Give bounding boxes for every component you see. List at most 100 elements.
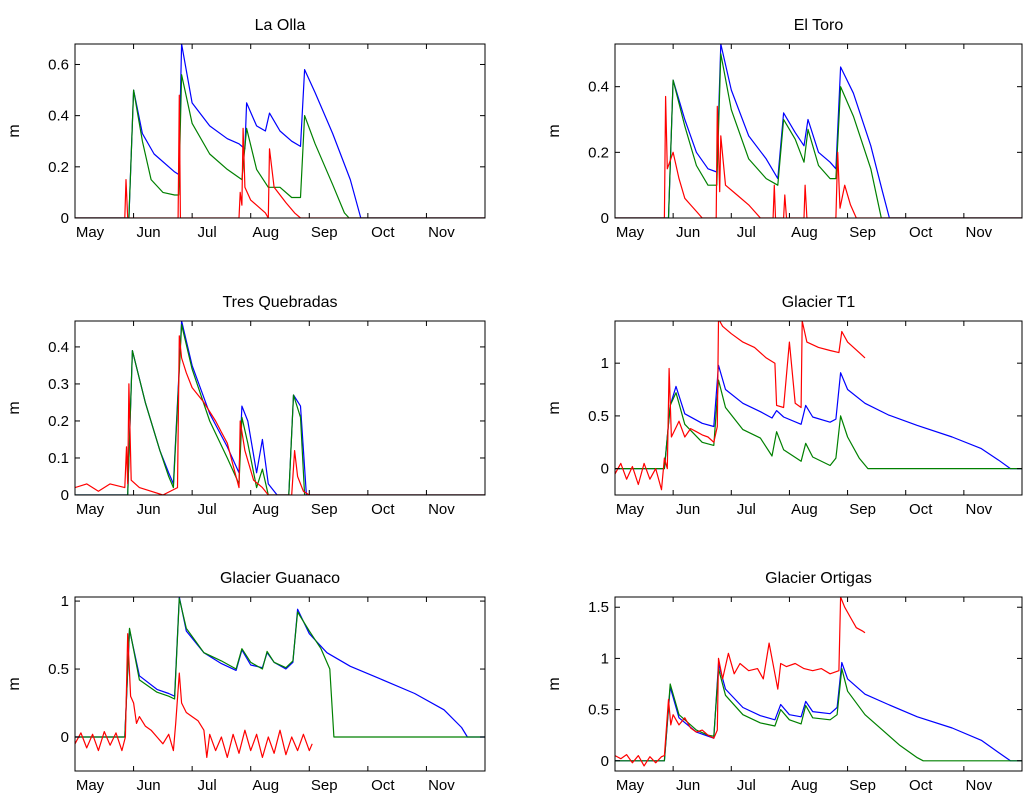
subplot-2: El Toro m May Jun Jul Aug Sep Oct Nov 0 0.2 0.4 xyxy=(546,17,1023,241)
x-tick-label: Jul xyxy=(198,501,217,518)
x-tick-label: May xyxy=(616,224,645,241)
x-tick-label: May xyxy=(616,501,645,518)
axes-box xyxy=(614,320,1023,496)
y-tick-label: 1.5 xyxy=(588,599,609,616)
x-tick-label: Oct xyxy=(371,501,395,518)
subplot-title: Glacier T1 xyxy=(782,294,856,311)
y-tick-label: 0.2 xyxy=(48,413,69,430)
axes-box xyxy=(74,43,486,219)
series-line-red xyxy=(615,321,866,491)
series-line-green xyxy=(75,324,485,495)
x-tick-label: Nov xyxy=(966,501,993,518)
y-tick-label: 0.6 xyxy=(48,56,69,73)
x-tick-label: Nov xyxy=(966,777,993,794)
x-tick-label: Aug xyxy=(791,224,818,241)
y-tick-label: 0.4 xyxy=(48,108,69,125)
series-line-green xyxy=(75,74,485,218)
x-tick-label: Nov xyxy=(966,224,993,241)
y-tick-label: 0 xyxy=(601,210,609,227)
x-tick-label: Jul xyxy=(737,777,756,794)
y-tick-label: 0.4 xyxy=(48,339,69,356)
y-tick-label: 1 xyxy=(601,650,609,667)
series-line-red xyxy=(75,94,485,218)
y-axis-label: m xyxy=(6,401,23,414)
x-tick-label: Sep xyxy=(849,501,876,518)
x-tick-label: Nov xyxy=(428,501,455,518)
subplot-title: Glacier Ortigas xyxy=(765,570,872,587)
x-tick-label: Aug xyxy=(252,224,279,241)
series-line-red xyxy=(615,95,1022,218)
y-tick-label: 0.2 xyxy=(48,159,69,176)
series-line-green xyxy=(615,379,1022,470)
y-tick-label: 0.4 xyxy=(588,79,609,96)
x-tick-label: Jun xyxy=(676,501,700,518)
x-tick-label: Jun xyxy=(136,501,160,518)
x-tick-label: May xyxy=(76,224,105,241)
y-tick-label: 0.1 xyxy=(48,450,69,467)
y-tick-label: 0 xyxy=(61,487,69,504)
series-line-red xyxy=(75,633,313,758)
y-tick-label: 1 xyxy=(61,593,69,610)
x-tick-label: Aug xyxy=(252,501,279,518)
x-tick-label: Nov xyxy=(428,224,455,241)
x-tick-label: Oct xyxy=(909,777,933,794)
series-line-blue xyxy=(615,661,1022,762)
x-tick-label: Jun xyxy=(136,777,160,794)
x-tick-label: Oct xyxy=(909,224,933,241)
subplot-title: Glacier Guanaco xyxy=(220,570,340,587)
x-tick-label: Jul xyxy=(737,224,756,241)
y-tick-label: 0 xyxy=(601,461,609,478)
subplot-title: La Olla xyxy=(255,17,306,34)
axes-box xyxy=(74,596,486,772)
series-line-green xyxy=(615,53,1022,218)
x-tick-label: May xyxy=(76,501,105,518)
x-tick-label: Jul xyxy=(198,224,217,241)
series-line-red xyxy=(75,335,485,495)
x-tick-label: Oct xyxy=(371,777,395,794)
y-tick-label: 0.5 xyxy=(588,408,609,425)
x-tick-label: Sep xyxy=(849,777,876,794)
x-tick-label: Nov xyxy=(428,777,455,794)
series-line-blue xyxy=(75,44,485,218)
series-line-red xyxy=(615,597,866,767)
y-tick-label: 0 xyxy=(601,753,609,770)
subplot-1: La Olla m May Jun Jul Aug Sep Oct Nov 0 0.2 0.4 0.6 xyxy=(6,17,486,241)
x-tick-label: Sep xyxy=(849,224,876,241)
x-tick-label: May xyxy=(616,777,645,794)
subplot-6: Glacier Ortigas m May Jun Jul Aug Sep Oct Nov 0 0.… xyxy=(546,570,1023,794)
y-tick-label: 0 xyxy=(61,729,69,746)
subplot-5: Glacier Guanaco m May Jun Jul Aug Sep Oct Nov 0 0.… xyxy=(6,570,486,794)
y-tick-label: 0.5 xyxy=(48,661,69,678)
series-line-blue xyxy=(615,364,1022,470)
y-axis-label: m xyxy=(6,677,23,690)
x-tick-label: Aug xyxy=(791,777,818,794)
series-line-green xyxy=(615,668,1022,762)
series-line-blue xyxy=(75,321,485,495)
y-axis-label: m xyxy=(546,401,563,414)
x-tick-label: Sep xyxy=(311,501,338,518)
series-line-green xyxy=(75,597,485,738)
axes-box xyxy=(614,43,1023,219)
x-tick-label: Jun xyxy=(136,224,160,241)
x-tick-label: Aug xyxy=(791,501,818,518)
y-tick-label: 0.5 xyxy=(588,702,609,719)
x-tick-label: May xyxy=(76,777,105,794)
subplot-3: Tres Quebradas m May Jun Jul Aug Sep Oct Nov 0 0.1… xyxy=(6,294,486,518)
y-axis-label: m xyxy=(6,124,23,137)
series-line-blue xyxy=(615,44,1022,218)
axes-box xyxy=(74,320,486,496)
x-tick-label: Aug xyxy=(252,777,279,794)
y-tick-label: 1 xyxy=(601,355,609,372)
x-tick-label: Jul xyxy=(198,777,217,794)
x-tick-label: Oct xyxy=(371,224,395,241)
y-axis-label: m xyxy=(546,677,563,690)
axes-box xyxy=(614,596,1023,772)
subplot-title: Tres Quebradas xyxy=(222,294,337,311)
x-tick-label: Jun xyxy=(676,224,700,241)
x-tick-label: Jun xyxy=(676,777,700,794)
x-tick-label: Oct xyxy=(909,501,933,518)
y-axis-label: m xyxy=(546,124,563,137)
y-tick-label: 0.2 xyxy=(588,144,609,161)
